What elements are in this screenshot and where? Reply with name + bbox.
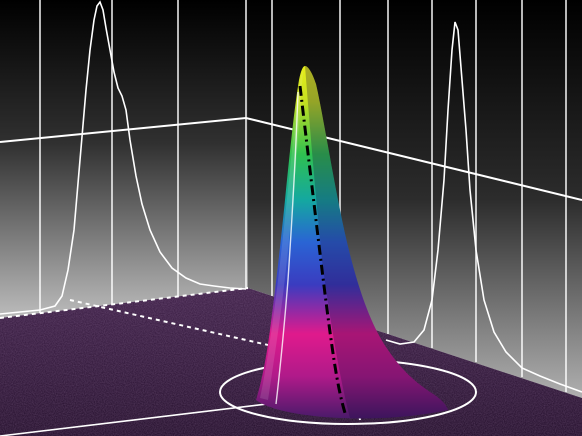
floor-line-bottom xyxy=(0,399,301,436)
left-wall xyxy=(0,0,248,318)
left-wall-grid xyxy=(39,0,247,313)
right-profile-curve xyxy=(385,21,582,393)
beam-peak xyxy=(256,66,448,419)
peak-centerline-dark xyxy=(298,85,348,417)
floor-dashed-line-diagonal xyxy=(69,299,291,351)
peak-centerline-light xyxy=(275,91,299,405)
beam-peak-highlight xyxy=(260,70,303,400)
left-profile-curve xyxy=(0,0,247,315)
floor-dashed-line-left xyxy=(0,287,249,319)
beam-peak-shade xyxy=(305,66,448,419)
